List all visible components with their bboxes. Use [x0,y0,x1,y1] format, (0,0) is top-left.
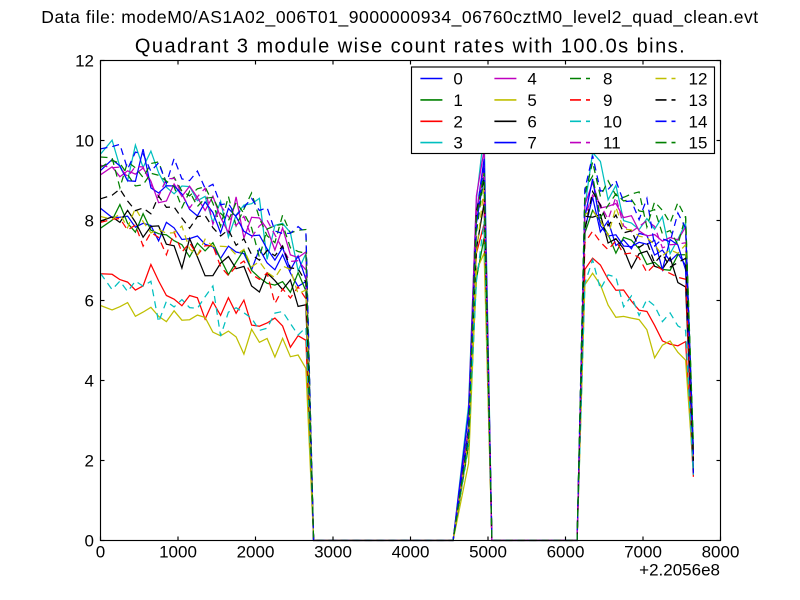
svg-text:13: 13 [689,91,708,110]
svg-text:5000: 5000 [469,543,507,562]
svg-text:6: 6 [527,112,536,131]
svg-text:1000: 1000 [159,543,197,562]
svg-text:9: 9 [603,91,612,110]
svg-text:2: 2 [85,452,94,471]
svg-text:3000: 3000 [314,543,352,562]
svg-text:4: 4 [527,70,536,89]
svg-text:10: 10 [603,112,622,131]
svg-text:0: 0 [85,532,94,551]
svg-text:6: 6 [85,292,94,311]
svg-text:0: 0 [96,543,105,562]
svg-text:7000: 7000 [624,543,662,562]
svg-text:0: 0 [453,70,462,89]
svg-text:Data file: modeM0/AS1A02_006T0: Data file: modeM0/AS1A02_006T01_90000009… [41,7,758,28]
svg-text:10: 10 [75,132,94,151]
svg-text:8: 8 [603,70,612,89]
svg-text:14: 14 [689,112,708,131]
svg-text:15: 15 [689,134,708,153]
svg-text:3: 3 [453,134,462,153]
svg-text:12: 12 [689,70,708,89]
svg-text:12: 12 [75,52,94,71]
svg-text:4000: 4000 [392,543,430,562]
svg-text:+2.2056e8: +2.2056e8 [639,561,720,580]
svg-text:5: 5 [527,91,536,110]
svg-text:Quadrant 3 module wise count r: Quadrant 3 module wise count rates with … [135,36,686,58]
svg-text:7: 7 [527,134,536,153]
svg-text:2000: 2000 [237,543,275,562]
svg-text:6000: 6000 [547,543,585,562]
svg-text:1: 1 [453,91,462,110]
svg-text:8: 8 [85,212,94,231]
svg-text:8000: 8000 [702,543,740,562]
svg-text:4: 4 [85,372,94,391]
svg-text:2: 2 [453,112,462,131]
svg-text:11: 11 [603,134,621,153]
